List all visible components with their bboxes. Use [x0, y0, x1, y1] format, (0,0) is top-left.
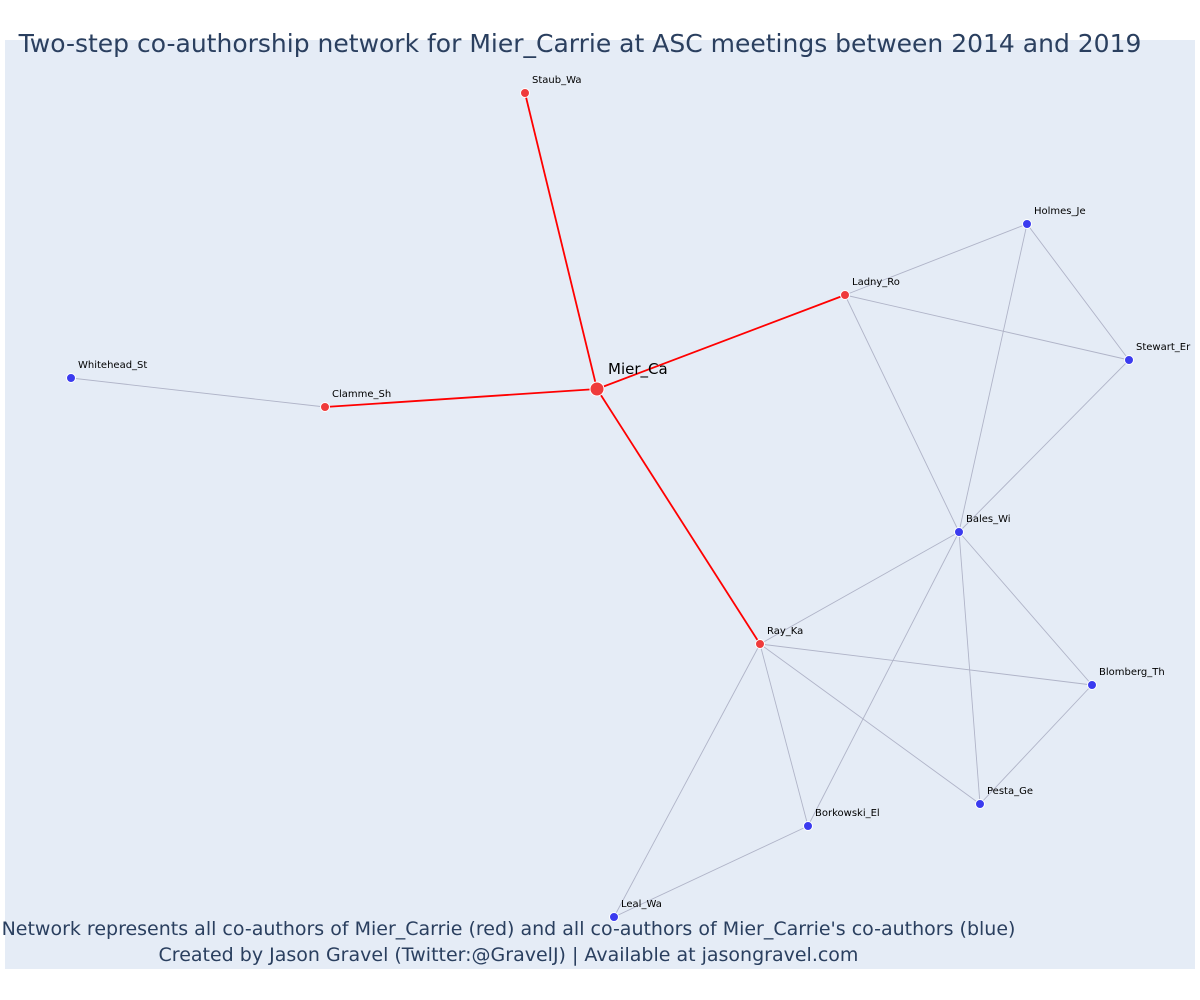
- node-label-ladny-ro: Ladny_Ro: [852, 277, 900, 288]
- edge-ladny-ro-holmes-je: [844, 223, 1028, 296]
- edge-ray-ka-pesta-ge: [759, 643, 981, 805]
- node-label-pesta-ge: Pesta_Ge: [987, 786, 1033, 797]
- edge-borkowski-el-leal-wa: [613, 825, 809, 918]
- node-ladny-ro[interactable]: [840, 290, 850, 300]
- edge-bales-wi-blomberg-th: [958, 531, 1093, 686]
- node-borkowski-el[interactable]: [803, 821, 813, 831]
- node-pesta-ge[interactable]: [975, 799, 985, 809]
- edge-ladny-ro-bales-wi: [844, 294, 960, 533]
- caption-line-1: Network represents all co-authors of Mie…: [1, 918, 1016, 940]
- edge-ladny-ro-stewart-er: [844, 294, 1130, 361]
- node-staub-wa[interactable]: [520, 88, 530, 98]
- node-label-blomberg-th: Blomberg_Th: [1099, 667, 1165, 678]
- label-layer: Mier_Ca Staub_Wa Ladny_Ro Clamme_Sh Ray_Ka Wh…: [78, 75, 1191, 910]
- node-label-ray-ka: Ray_Ka: [767, 626, 803, 637]
- edge-mier-ca-ray-ka: [596, 388, 761, 645]
- edge-holmes-je-bales-wi: [958, 223, 1028, 533]
- chart-title: Two-step co-authorship network for Mier_…: [18, 29, 1142, 58]
- node-label-staub-wa: Staub_Wa: [532, 75, 581, 86]
- node-layer: [66, 88, 1134, 922]
- edge-layer: [70, 92, 1130, 918]
- edge-mier-ca-staub-wa: [524, 92, 598, 390]
- edge-ray-ka-leal-wa: [613, 643, 761, 918]
- node-holmes-je[interactable]: [1022, 219, 1032, 229]
- node-ray-ka[interactable]: [755, 639, 765, 649]
- edge-ray-ka-blomberg-th: [759, 643, 1093, 686]
- node-label-stewart-er: Stewart_Er: [1136, 342, 1191, 353]
- node-label-clamme-sh: Clamme_Sh: [332, 389, 391, 400]
- node-bales-wi[interactable]: [954, 527, 964, 537]
- edge-ray-ka-borkowski-el: [759, 643, 809, 827]
- edge-holmes-je-stewart-er: [1026, 223, 1130, 361]
- edge-stewart-er-bales-wi: [958, 359, 1130, 533]
- edge-bales-wi-ray-ka: [759, 531, 960, 645]
- edge-blomberg-th-pesta-ge: [979, 684, 1093, 805]
- edge-bales-wi-pesta-ge: [958, 531, 981, 805]
- edge-bales-wi-borkowski-el: [807, 531, 960, 827]
- node-clamme-sh[interactable]: [320, 402, 330, 412]
- edge-mier-ca-clamme-sh: [324, 388, 598, 408]
- node-stewart-er[interactable]: [1124, 355, 1134, 365]
- edge-mier-ca-ladny-ro: [596, 294, 846, 390]
- node-whitehead-st[interactable]: [66, 373, 76, 383]
- node-mier-ca[interactable]: [589, 381, 605, 397]
- node-label-mier-ca: Mier_Ca: [608, 360, 668, 379]
- node-leal-wa[interactable]: [609, 912, 619, 922]
- edge-clamme-sh-whitehead-st: [70, 377, 326, 408]
- node-label-holmes-je: Holmes_Je: [1034, 206, 1086, 217]
- node-label-whitehead-st: Whitehead_St: [78, 360, 147, 371]
- node-label-leal-wa: Leal_Wa: [621, 899, 662, 910]
- node-blomberg-th[interactable]: [1087, 680, 1097, 690]
- node-label-borkowski-el: Borkowski_El: [815, 808, 880, 819]
- node-label-bales-wi: Bales_Wi: [966, 514, 1011, 525]
- caption-line-2: Created by Jason Gravel (Twitter:@Gravel…: [158, 944, 859, 966]
- plot-background: [5, 40, 1195, 969]
